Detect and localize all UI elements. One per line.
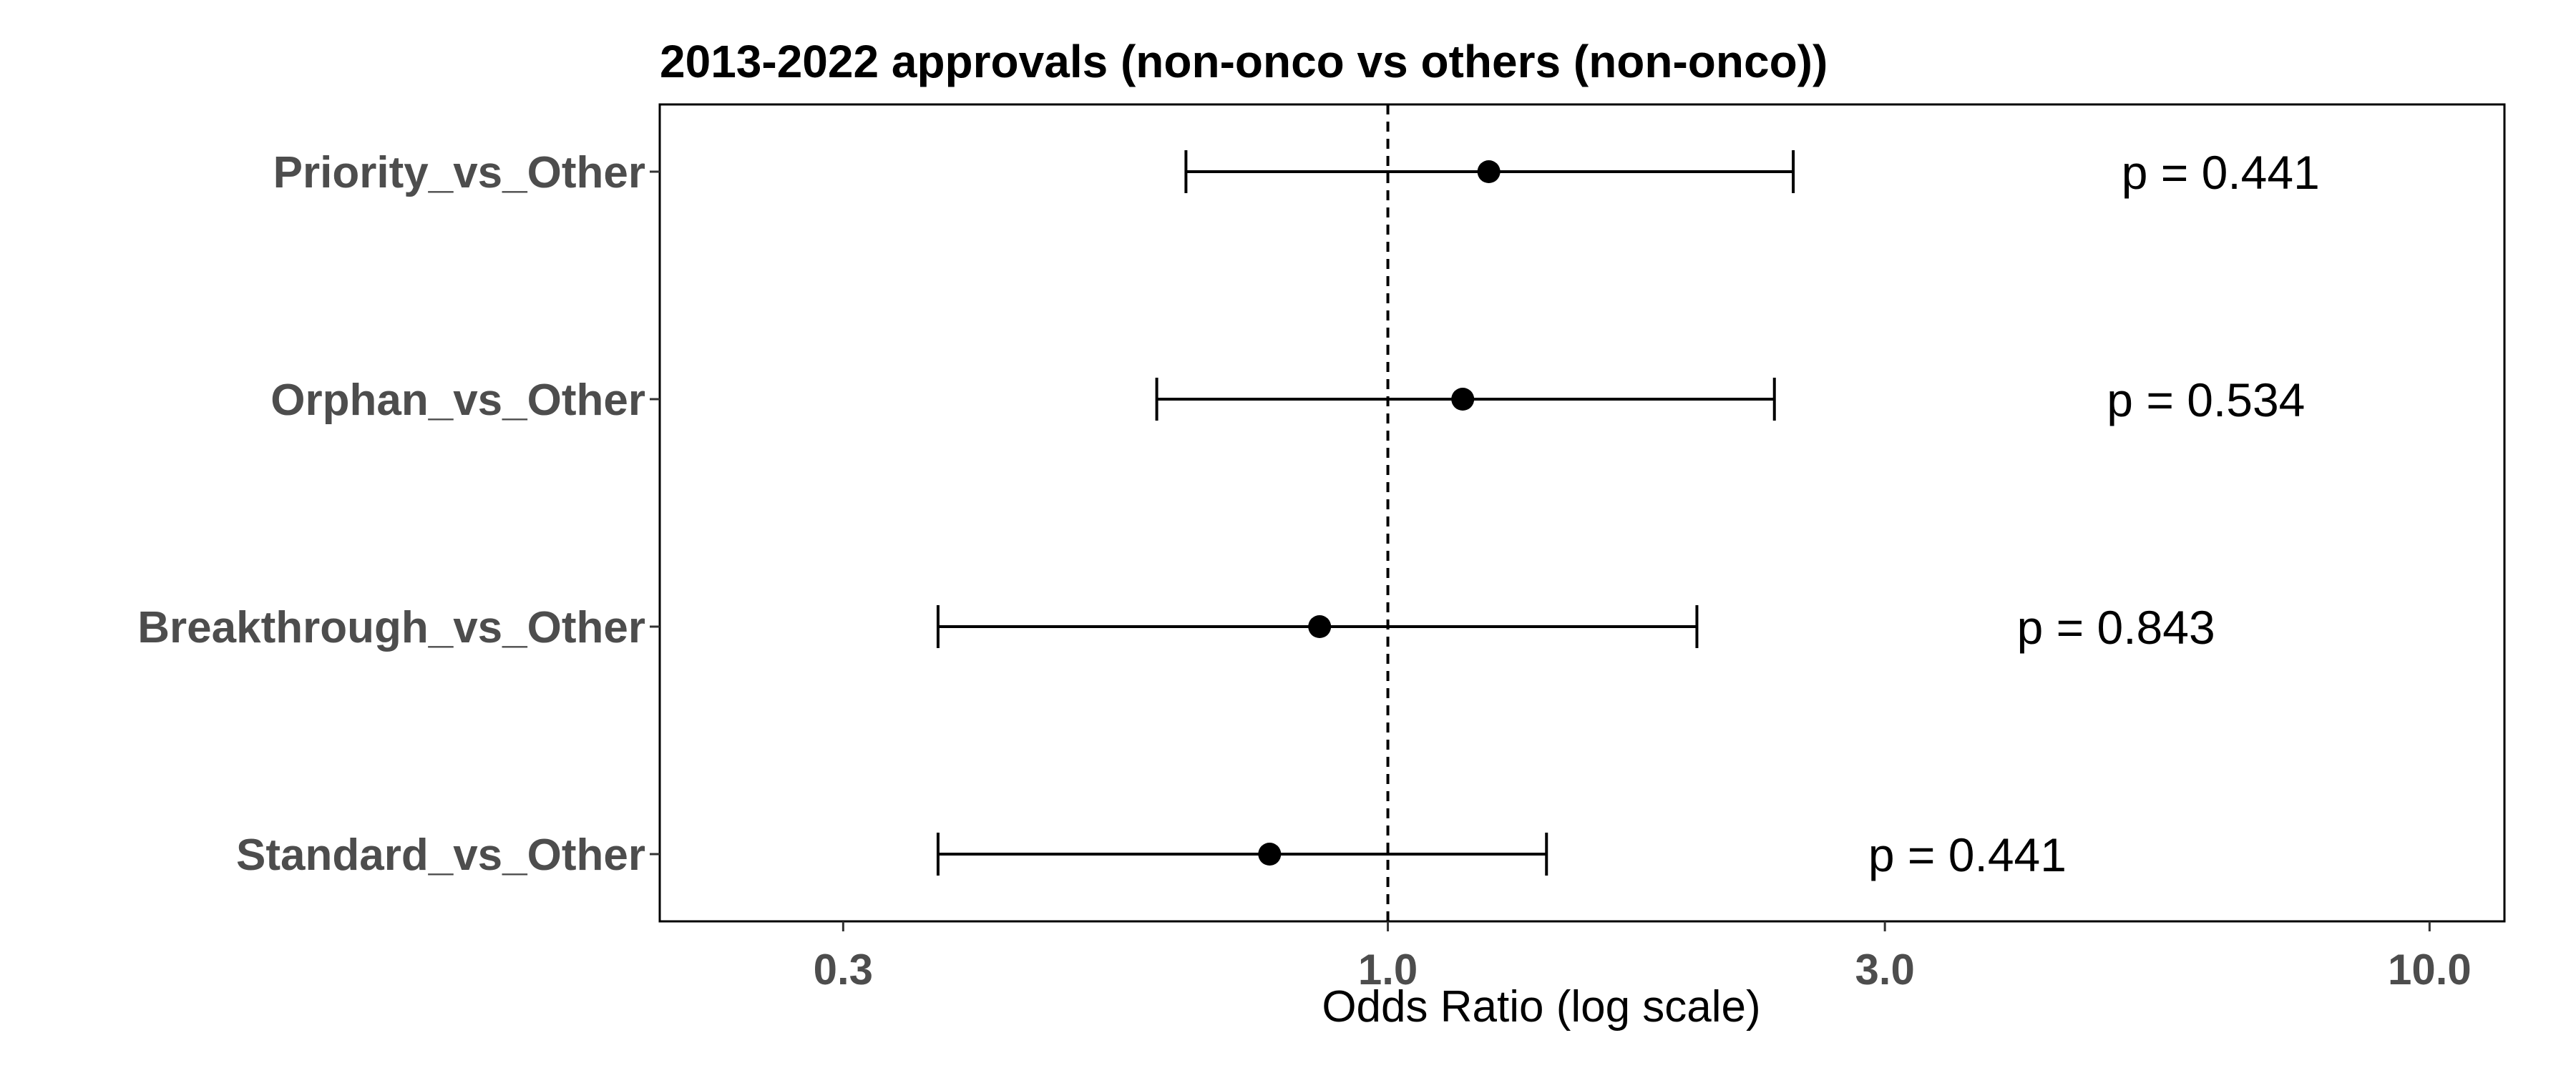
x-tick-label: 1.0 <box>1358 946 1418 994</box>
p-value-label: p = 0.441 <box>1868 828 2067 881</box>
odds-ratio-point <box>1258 843 1282 866</box>
p-value-label: p = 0.441 <box>2122 146 2320 199</box>
x-tick-label: 0.3 <box>814 946 873 994</box>
odds-ratio-point <box>1308 615 1332 638</box>
row-label: Breakthrough_vs_Other <box>137 603 645 652</box>
odds-ratio-point <box>1451 388 1475 411</box>
x-tick-label: 10.0 <box>2388 946 2472 994</box>
p-value-label: p = 0.534 <box>2107 373 2305 426</box>
row-label: Standard_vs_Other <box>236 831 645 880</box>
row-label: Priority_vs_Other <box>273 148 645 197</box>
chart-title: 2013-2022 approvals (non-onco vs others … <box>660 36 1828 87</box>
x-tick-label: 3.0 <box>1855 946 1914 994</box>
p-value-label: p = 0.843 <box>2017 601 2215 654</box>
x-axis-title: Odds Ratio (log scale) <box>1322 982 1760 1032</box>
row-label: Orphan_vs_Other <box>270 376 645 425</box>
odds-ratio-point <box>1477 160 1501 183</box>
panel-frame <box>658 103 2506 923</box>
